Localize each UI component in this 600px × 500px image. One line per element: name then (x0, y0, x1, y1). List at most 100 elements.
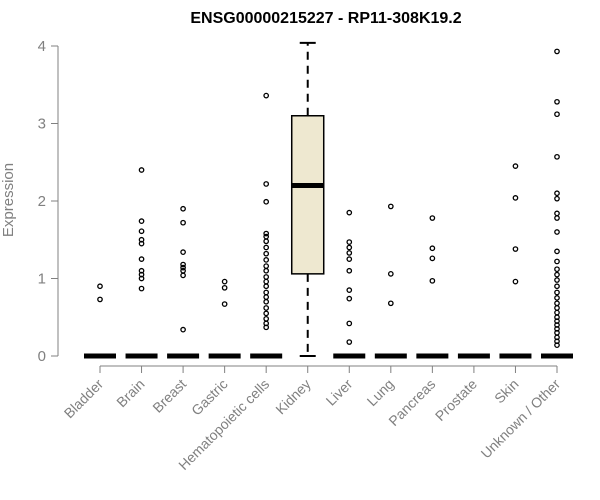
outlier-point (346, 244, 353, 251)
outlier-point (512, 195, 519, 201)
box-lung (374, 203, 407, 359)
outlier-point (180, 326, 186, 333)
outlier-point (263, 92, 270, 99)
box-bladder (84, 283, 116, 359)
box-brain (125, 167, 158, 359)
outlier-point (263, 324, 270, 331)
y-tick-label: 2 (38, 193, 46, 210)
outlier-point (346, 256, 353, 262)
x-tick-label: Unknown / Other (478, 376, 564, 462)
outlier-point (263, 315, 270, 322)
outlier-point (263, 294, 270, 300)
outlier-point (554, 111, 560, 118)
outlier-point (138, 285, 145, 292)
outlier-point (387, 300, 394, 307)
outlier-point (554, 283, 560, 290)
x-tick-label: Liver (323, 376, 356, 409)
outlier-point (554, 215, 560, 221)
outlier-point (554, 258, 560, 265)
y-tick-label: 1 (38, 271, 46, 288)
outlier-point (554, 289, 560, 296)
x-tick-label: Brain (113, 376, 147, 410)
outlier-point (97, 296, 103, 303)
box-pancreas (416, 215, 449, 359)
outlier-point (554, 98, 560, 105)
y-axis: 0 1 2 3 4 (38, 38, 59, 365)
outlier-point (512, 163, 519, 169)
outlier-point (512, 278, 519, 285)
outlier-point (263, 274, 270, 280)
outlier-point (138, 167, 145, 173)
outlier-point (429, 255, 436, 262)
outlier-point (180, 205, 186, 212)
box-kidney (290, 41, 325, 357)
box-breast (167, 205, 200, 359)
outlier-point (263, 283, 270, 290)
x-tick-label: Breast (149, 376, 189, 416)
y-tick-label: 3 (38, 116, 46, 133)
outlier-point (263, 267, 270, 274)
x-tick-label: Skin (491, 376, 522, 407)
outlier-point (138, 218, 145, 224)
outlier-point (554, 342, 560, 348)
outlier-point (263, 310, 270, 317)
outlier-point (263, 198, 270, 205)
outlier-point (346, 295, 353, 302)
outlier-point (554, 195, 560, 202)
outlier-point (263, 305, 270, 311)
outlier-point (429, 215, 436, 221)
outlier-point (346, 250, 353, 256)
outlier-point (346, 339, 353, 345)
outlier-point (346, 209, 353, 216)
box-gastric (208, 278, 241, 359)
chart-title: ENSG00000215227 - RP11-308K19.2 (190, 10, 461, 27)
outlier-point (346, 267, 353, 274)
outlier-point (263, 278, 270, 285)
outlier-point (138, 275, 145, 282)
outlier-point (263, 250, 270, 257)
outlier-point (554, 271, 560, 278)
box-hematopoietic-cells (250, 92, 283, 359)
outlier-point (221, 284, 228, 291)
outlier-point (346, 239, 353, 245)
outlier-point (346, 287, 353, 293)
x-tick-label: Kidney (272, 376, 314, 418)
outlier-point (180, 264, 186, 271)
outlier-point (97, 283, 103, 290)
outlier-point (554, 190, 560, 197)
outlier-point (180, 249, 186, 255)
plot-area (84, 41, 573, 359)
outlier-point (554, 248, 560, 255)
outlier-point (221, 278, 228, 285)
outlier-point (387, 270, 394, 277)
outlier-point (263, 238, 270, 245)
outlier-point (180, 219, 186, 226)
y-axis-label: Expression (0, 163, 17, 237)
outlier-point (180, 272, 186, 279)
outlier-point (554, 210, 560, 217)
box-iqr (290, 115, 325, 275)
outlier-point (429, 245, 436, 252)
box-liver (333, 209, 366, 359)
outlier-point (429, 277, 436, 284)
outlier-point (554, 153, 560, 160)
outlier-point (180, 261, 186, 268)
outlier-point (263, 263, 270, 269)
outlier-point (263, 257, 270, 263)
outlier-point (221, 301, 228, 307)
outlier-point (263, 289, 270, 296)
y-tick-label: 4 (38, 38, 46, 55)
outlier-point (554, 305, 560, 311)
outlier-point (138, 228, 145, 235)
box-skin (499, 163, 532, 359)
outlier-point (263, 181, 270, 187)
outlier-point (138, 256, 145, 262)
outlier-point (263, 298, 270, 305)
outlier-point (554, 229, 560, 235)
outlier-point (512, 246, 519, 252)
outlier-point (554, 277, 560, 283)
outlier-point (346, 320, 353, 327)
outlier-point (263, 244, 270, 251)
